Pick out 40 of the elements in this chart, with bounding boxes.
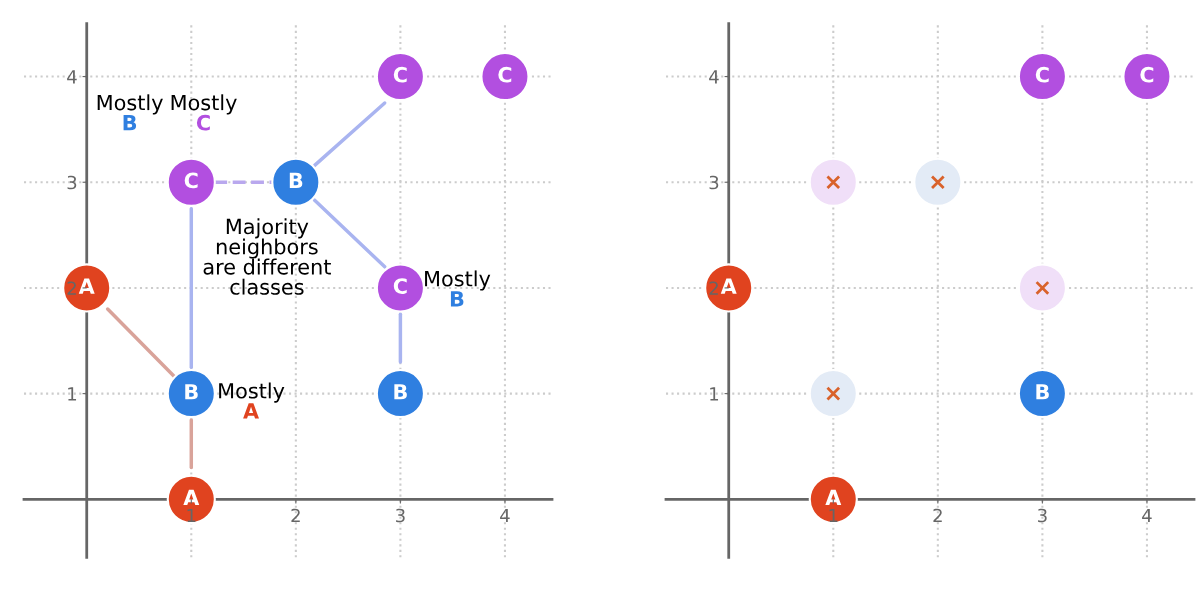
annotation: Mostly C	[171, 94, 237, 131]
y-tick-label: 4	[709, 70, 719, 84]
y-tick-label: 2	[709, 281, 718, 295]
y-tick-label: 1	[710, 387, 719, 401]
series-label: B	[289, 172, 303, 188]
y-tick-label: 3	[709, 175, 719, 190]
point	[808, 157, 858, 207]
x-tick-label: 2	[933, 508, 942, 523]
text: C	[184, 172, 198, 189]
series-label: C	[393, 278, 407, 294]
y-tick-label: 2	[67, 281, 76, 295]
point	[913, 157, 963, 207]
text: C	[393, 66, 407, 83]
annotation: Mostly A	[219, 382, 285, 419]
x-tick-label: 1	[187, 508, 196, 523]
text: A	[78, 278, 95, 294]
x-tick-label: 2	[291, 508, 300, 523]
y-tick-label: 4	[67, 70, 77, 84]
series-label: A	[825, 489, 842, 506]
x-tick-label: 4	[1142, 508, 1152, 523]
annotation: Majority neighbors are different classes	[203, 218, 331, 295]
series-label: A	[183, 489, 200, 506]
text: C	[1140, 66, 1154, 83]
text: C	[498, 66, 512, 83]
annotation: Mostly B	[97, 94, 163, 131]
x-tick-label: 3	[396, 508, 405, 523]
text: B	[185, 384, 198, 400]
y-tick-label: 3	[67, 175, 77, 190]
point	[1017, 369, 1067, 419]
annotation: Mostly B	[425, 270, 491, 307]
y-tick-label: 1	[68, 387, 77, 401]
x-tick-label: 3	[1038, 508, 1047, 523]
x-tick-label: 1	[829, 508, 838, 523]
text: B	[394, 384, 407, 400]
point	[1017, 263, 1067, 313]
series-label: B	[1036, 384, 1049, 400]
text: A	[720, 278, 737, 294]
point	[808, 369, 858, 419]
x-tick-label: 4	[500, 508, 510, 523]
series-label: C	[1035, 66, 1049, 83]
